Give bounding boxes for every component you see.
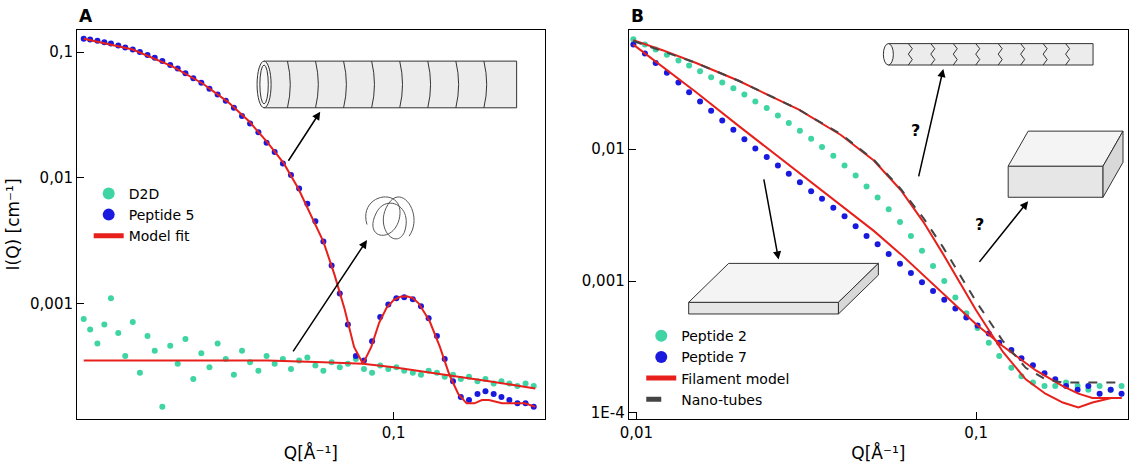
svg-text:0,1: 0,1 [964,424,988,442]
svg-text:I(Q) [cm⁻¹]: I(Q) [cm⁻¹] [3,178,23,270]
svg-text:Filament model: Filament model [681,371,789,387]
svg-text:0,001: 0,001 [30,295,73,313]
svg-text:A: A [79,6,93,26]
svg-text:0,01: 0,01 [591,140,624,158]
svg-text:0,1: 0,1 [382,424,406,442]
svg-text:Q[Å⁻¹]: Q[Å⁻¹] [851,442,905,463]
svg-text:0,01: 0,01 [40,169,73,187]
svg-text:0,001: 0,001 [582,272,625,290]
svg-text:D2D: D2D [129,186,159,202]
svg-text:Peptide 5: Peptide 5 [129,207,195,223]
svg-text:B: B [631,6,644,26]
svg-text:0,01: 0,01 [620,424,653,442]
svg-text:?: ? [911,121,920,140]
svg-text:Nano-tubes: Nano-tubes [681,392,762,408]
svg-text:Peptide 7: Peptide 7 [681,349,747,365]
svg-text:Model fit: Model fit [129,228,190,244]
svg-text:Peptide 2: Peptide 2 [681,328,747,344]
svg-text:1E-4: 1E-4 [591,404,625,422]
svg-text:0,1: 0,1 [49,43,73,61]
svg-text:?: ? [975,215,984,234]
svg-text:Q[Å⁻¹]: Q[Å⁻¹] [284,442,338,463]
